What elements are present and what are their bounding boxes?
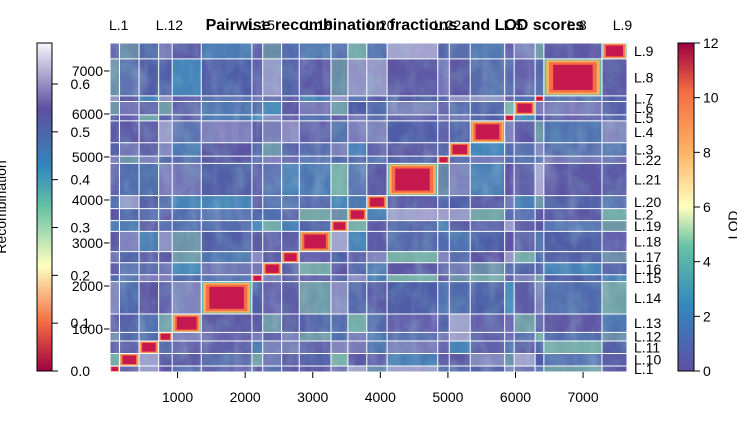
x-tick-label: 5000 xyxy=(432,389,463,405)
right-group-label: L.20 xyxy=(634,194,661,210)
x-tick-label: 2000 xyxy=(230,389,261,405)
diag-block-core xyxy=(395,168,430,191)
diag-block-core xyxy=(605,45,623,57)
right-group-label: L.18 xyxy=(634,233,661,249)
x-tick-label: 6000 xyxy=(500,389,531,405)
top-group-label: L.1 xyxy=(109,17,129,33)
diag-block-core xyxy=(506,115,513,120)
top-group-label: L.18 xyxy=(305,17,332,33)
right-group-label: L.6 xyxy=(634,100,654,116)
diag-block-core xyxy=(142,343,156,352)
rf-tick-label: 0.2 xyxy=(71,267,91,283)
rf-tick-label: 0.6 xyxy=(71,76,91,92)
right-group-label: L.1 xyxy=(634,361,654,377)
lod-colorbar: 0 2 4 6 8 10 12 LOD xyxy=(677,35,737,379)
lod-tick-label: 2 xyxy=(703,308,711,324)
right-group-label: L.16 xyxy=(634,261,661,277)
recombination-colorbar-ticks: 0.0 0.1 0.2 0.3 0.4 0.5 0.6 xyxy=(52,76,90,379)
lod-axis-label: LOD xyxy=(725,211,737,240)
top-group-label: L.15 xyxy=(248,17,275,33)
y-tick-label: 5000 xyxy=(72,149,103,165)
heatmap-diagonal-blocks xyxy=(110,43,627,372)
recombination-colorbar: 0.0 0.1 0.2 0.3 0.4 0.5 0.6 1000 2000 3000 4000 50… xyxy=(0,42,110,379)
right-group-label: L.9 xyxy=(634,43,654,59)
diag-block-core xyxy=(475,124,500,140)
right-group-label: L.14 xyxy=(634,290,661,306)
x-tick-label: 7000 xyxy=(567,389,598,405)
rf-tick-label: 0.0 xyxy=(71,363,91,379)
right-group-label: L.2 xyxy=(634,207,654,223)
lod-colorbar-ticks: 0 2 4 6 8 10 12 xyxy=(694,35,719,379)
top-group-labels: L.1 L.12 L.15 L.18 L.20 L.22 L.5 L.8 L.9 xyxy=(109,17,632,33)
lod-tick-label: 10 xyxy=(703,90,719,106)
top-group-label: L.20 xyxy=(367,17,394,33)
diag-block-core xyxy=(333,222,346,230)
lod-tick-label: 0 xyxy=(703,363,711,379)
right-group-label: L.22 xyxy=(634,152,661,168)
right-group-label: L.13 xyxy=(634,315,661,331)
right-group-label: L.19 xyxy=(634,218,661,234)
x-tick-label: 3000 xyxy=(297,389,328,405)
diag-block-core xyxy=(517,103,532,113)
rf-tick-label: 0.5 xyxy=(71,124,91,140)
lod-tick-label: 8 xyxy=(703,144,711,160)
top-group-label: L.5 xyxy=(504,17,524,33)
top-group-label: L.22 xyxy=(434,17,461,33)
right-group-label: L.10 xyxy=(634,352,661,368)
right-group-label: L.8 xyxy=(634,69,654,85)
y-tick-label: 6000 xyxy=(72,106,103,122)
top-group-label: L.9 xyxy=(613,17,633,33)
recombination-axis-label: Recombination xyxy=(0,160,9,253)
diag-block-core xyxy=(160,333,171,340)
right-group-label: L.17 xyxy=(634,249,661,265)
diag-block-core xyxy=(536,96,543,101)
group-gridlines xyxy=(109,42,628,373)
rf-tick-label: 0.3 xyxy=(71,220,91,236)
rf-tick-label: 0.4 xyxy=(71,172,91,188)
right-group-label: L.7 xyxy=(634,91,654,107)
x-tick-label: 1000 xyxy=(162,389,193,405)
diag-block-core xyxy=(253,275,262,281)
x-axis-ticks: 1000 2000 3000 4000 5000 6000 7000 xyxy=(162,372,599,405)
rf-tick-label: 0.1 xyxy=(71,315,91,331)
diag-block-core xyxy=(439,157,448,163)
diag-block-core xyxy=(370,197,384,207)
y-tick-label: 2000 xyxy=(72,278,103,294)
lod-tick-label: 4 xyxy=(703,254,711,270)
top-group-label: L.12 xyxy=(156,17,183,33)
heatmap-panel: 1000 2000 3000 4000 5000 6000 7000 xyxy=(109,42,628,405)
right-group-label: L.5 xyxy=(634,110,654,126)
lod-tick-label: 6 xyxy=(703,199,711,215)
y-tick-label: 1000 xyxy=(72,321,103,337)
y-tick-label: 7000 xyxy=(72,63,103,79)
right-group-label: L.15 xyxy=(634,270,661,286)
right-group-label: L.4 xyxy=(634,124,654,140)
right-group-label: L.3 xyxy=(634,141,654,157)
x-tick-label: 4000 xyxy=(365,389,396,405)
diag-block-core xyxy=(284,253,297,261)
top-group-label: L.8 xyxy=(567,17,587,33)
right-group-labels: L.1L.10L.11L.12L.13L.14L.15L.16L.17L.18L… xyxy=(634,43,661,377)
diag-block-core xyxy=(209,286,244,309)
y-tick-label: 3000 xyxy=(72,235,103,251)
diag-block-core xyxy=(452,144,467,154)
diag-block-core xyxy=(111,366,118,372)
left-position-ticks: 1000 2000 3000 4000 5000 6000 7000 xyxy=(72,63,110,337)
diag-block-core xyxy=(265,264,279,273)
y-tick-label: 4000 xyxy=(72,192,103,208)
diag-block-core xyxy=(304,234,326,249)
panel-border xyxy=(109,42,628,373)
diag-block-core xyxy=(350,210,364,219)
diag-block-core xyxy=(122,355,136,364)
chart-title: Pairwise recombination fractions and LOD… xyxy=(206,17,585,34)
right-group-label: L.12 xyxy=(634,329,661,345)
diag-block-core xyxy=(176,316,197,330)
diag-block-core xyxy=(553,64,593,90)
lod-tick-label: 12 xyxy=(703,35,719,51)
right-group-label: L.21 xyxy=(634,172,661,188)
right-group-label: L.11 xyxy=(634,339,660,355)
